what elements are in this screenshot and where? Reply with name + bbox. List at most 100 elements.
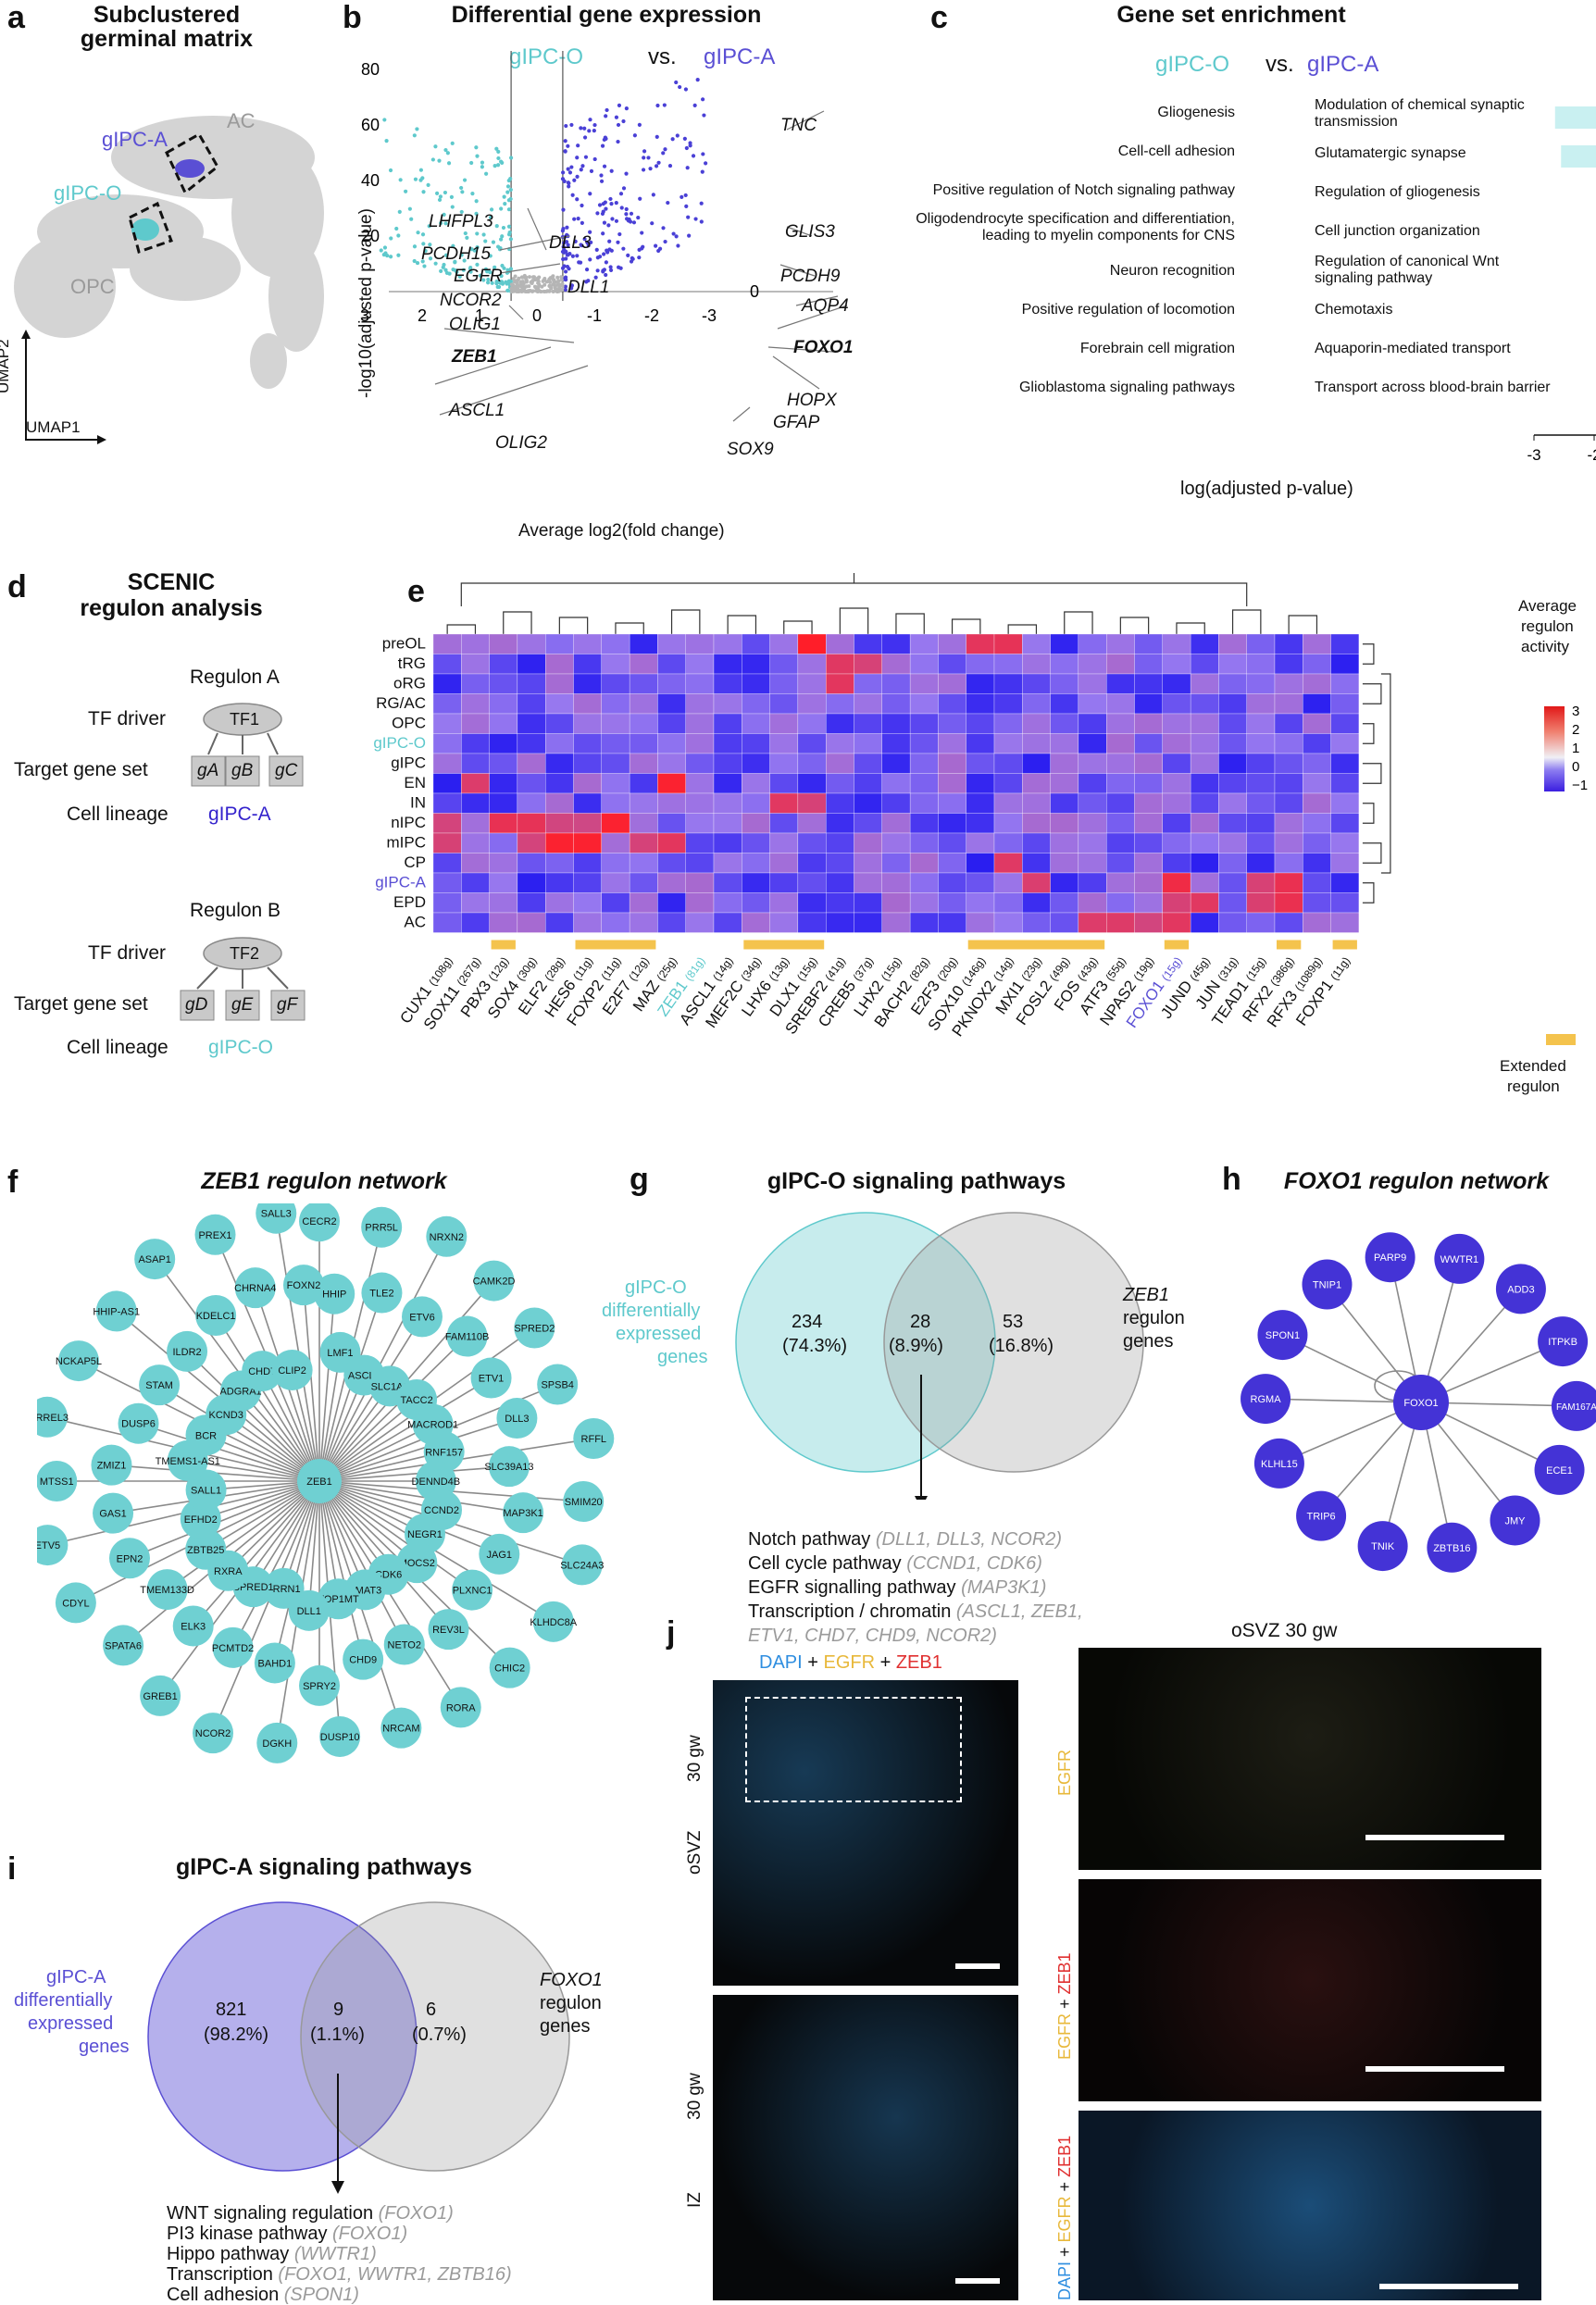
point-glpca [588,230,592,234]
network-node-label: TOP1MT [318,1594,359,1605]
heatmap-cell [1162,673,1191,694]
gene-olig1: OLIG1 [449,315,501,334]
dendro-branch [1362,803,1375,824]
heatmap-cell [993,733,1023,754]
heatmap-cell [629,853,658,874]
network-node-label: BCR [195,1430,217,1441]
point-glpco [443,221,448,226]
heatmap-cell [1190,832,1219,853]
point-glpco [385,253,390,258]
heatmap-cell [1190,713,1219,734]
heatmap-cell [1303,912,1331,933]
heatmap-cell [1078,673,1107,694]
network-node [1257,1310,1308,1361]
x-tick-label: -2 [644,306,659,325]
heatmap-cell [545,654,574,675]
dendro-branch [895,613,925,634]
i-pathway-list: WNT signaling regulation (FOXO1) PI3 kin… [167,2203,512,2305]
dendro-branch [460,582,1248,606]
heatmap-cell [854,753,882,774]
heatmap-cell [489,813,518,834]
legend-title-3: activity [1521,638,1569,655]
heatmap-cell [1134,792,1163,814]
heatmap-cell [966,654,995,675]
heatmap-cell [966,872,995,893]
point-glpca [609,168,614,173]
gene-sox9: SOX9 [727,440,774,459]
dendro-branch [1064,611,1093,634]
point-ns [553,285,557,290]
point-glpca [662,103,667,107]
heatmap-cell [713,633,742,654]
foxo1-network: PARP9 WWTR1 ADD3 ITPKB FAM167A ECE1 JMY ZBTB16 T… [1241,1232,1596,1573]
point-glpco [475,154,480,158]
point-glpca [577,260,581,265]
heatmap-cell [1274,813,1303,834]
heatmap-cell [769,733,799,754]
point-glpca [702,113,706,118]
heatmap-cell [797,792,827,814]
point-glpco [500,160,505,166]
heatmap-cell [966,832,995,853]
heatmap-cell [517,872,546,893]
point-ns [555,288,559,293]
point-glpca [601,268,605,273]
network-node-label: SPRY2 [303,1681,336,1692]
heatmap-cell [1274,693,1303,715]
point-glpca [646,156,651,160]
heatmap-cell [966,892,995,914]
point-glpca [561,170,566,175]
heatmap-cell [545,853,574,874]
point-ns [556,279,561,283]
x-tick-label: 1 [475,306,484,325]
legend-tick-label: 3 [1572,704,1579,719]
j-stain-legend: DAPI + EGFR + ZEB1 [759,1652,942,1673]
point-glpco [459,253,464,257]
heatmap-cell [1050,713,1079,734]
heatmap-cell [629,753,658,774]
venn-g-a-count: 234 [792,1312,823,1332]
network-node [503,1492,544,1534]
point-glpca [667,163,673,168]
heatmap-cell [601,872,630,893]
heatmap-cell [938,693,966,715]
point-glpca [621,246,626,251]
point-glpco [412,133,417,138]
heatmap-cell [993,813,1023,834]
network-node-label: NETO2 [388,1640,421,1651]
heatmap-cell [938,813,966,834]
network-node-label: LRRN1 [268,1584,301,1595]
network-edge [167,1480,320,1590]
point-ns [537,282,542,287]
point-glpco [490,280,494,285]
point-glpco [474,211,479,216]
heatmap-cell [545,713,574,734]
heatmap-cell [432,753,462,774]
heatmap-cell [1106,713,1135,734]
heatmap-cell [489,792,518,814]
heatmap-cell [629,633,658,654]
heatmap-cell [993,832,1023,853]
heatmap-cell [1022,853,1051,874]
venn-i-a-count: 821 [216,2000,247,2020]
heatmap-cell [1218,673,1247,694]
point-glpco [506,178,511,183]
heatmap-cell [966,813,995,834]
network-edge [303,1285,320,1482]
tf1-label: TF1 [230,710,260,729]
point-glpca [684,204,689,208]
point-glpca [604,136,608,141]
point-glpca [617,231,622,237]
label-ac-a: AC [227,109,256,132]
point-glpca [595,268,600,273]
heatmap-cell [629,713,658,734]
heatmap-cell [545,912,574,933]
label-leader [779,264,816,277]
heatmap-cell [432,832,462,853]
heatmap-cell [1022,633,1051,654]
point-glpca [566,167,570,171]
heatmap-cell [797,853,827,874]
venn-i-b-count: 6 [426,2000,437,2020]
network-node-label: ETV5 [37,1540,60,1551]
network-node [343,1638,384,1680]
